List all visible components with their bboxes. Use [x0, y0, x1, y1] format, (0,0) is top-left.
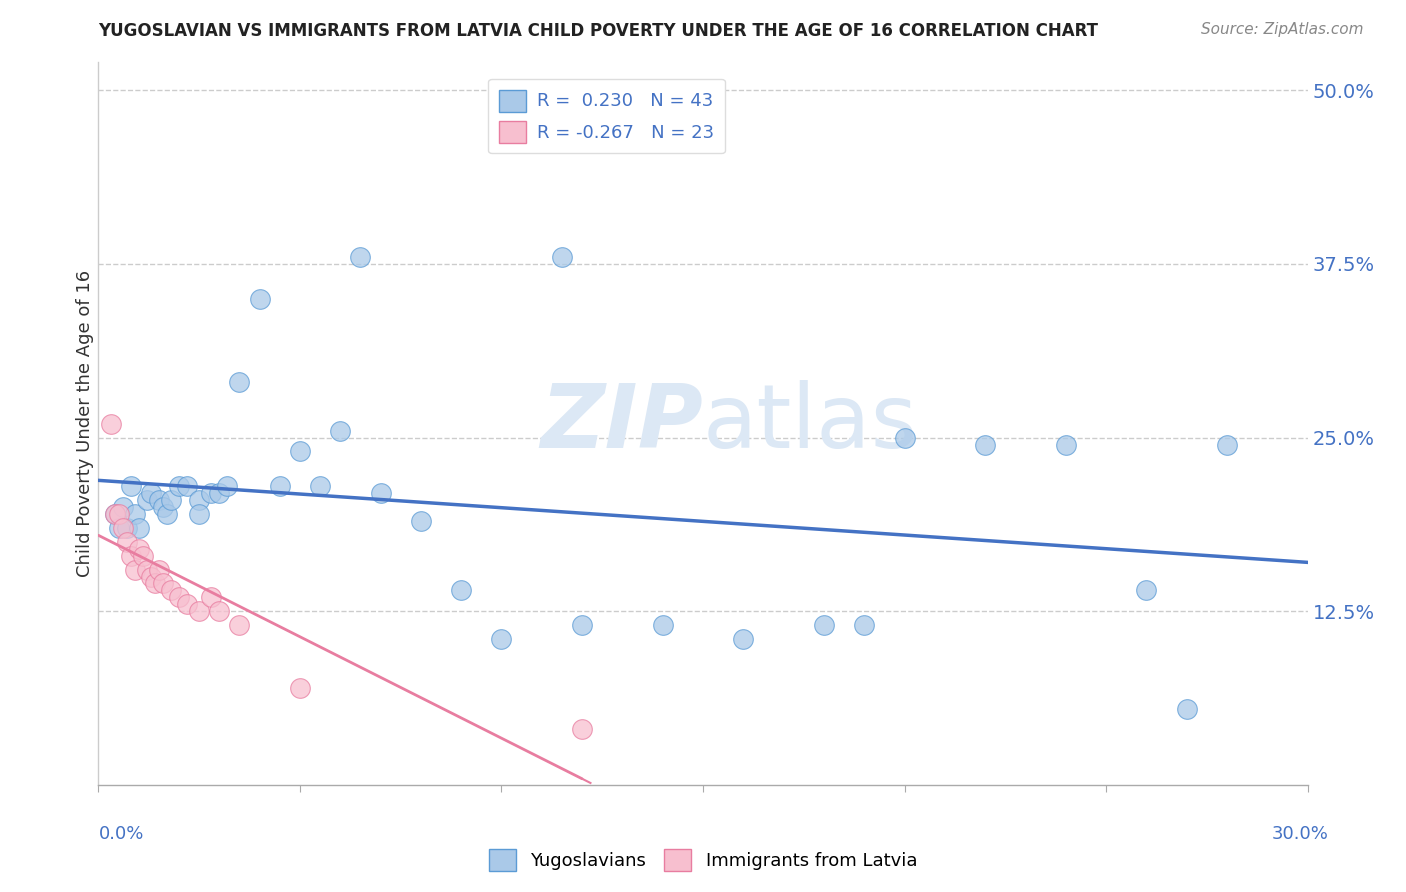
- Point: [111, 521, 134, 535]
- Text: atlas: atlas: [703, 380, 918, 467]
- Point: [208, 486, 231, 500]
- Point: [135, 493, 157, 508]
- Point: [115, 534, 138, 549]
- Point: [269, 479, 291, 493]
- Text: 0.0%: 0.0%: [98, 825, 143, 843]
- Text: 30.0%: 30.0%: [1272, 825, 1329, 843]
- Point: [124, 563, 146, 577]
- Point: [152, 576, 174, 591]
- Point: [491, 632, 513, 646]
- Point: [103, 507, 125, 521]
- Point: [551, 250, 574, 264]
- Point: [152, 500, 174, 514]
- Point: [176, 479, 198, 493]
- Point: [124, 507, 146, 521]
- Text: YUGOSLAVIAN VS IMMIGRANTS FROM LATVIA CHILD POVERTY UNDER THE AGE OF 16 CORRELAT: YUGOSLAVIAN VS IMMIGRANTS FROM LATVIA CH…: [98, 22, 1098, 40]
- Point: [651, 618, 673, 632]
- Point: [188, 604, 211, 618]
- Legend: R =  0.230   N = 43, R = -0.267   N = 23: R = 0.230 N = 43, R = -0.267 N = 23: [488, 78, 724, 153]
- Point: [1175, 701, 1198, 715]
- Point: [111, 500, 134, 514]
- Point: [107, 507, 129, 521]
- Point: [120, 479, 142, 493]
- Text: ZIP: ZIP: [540, 380, 703, 467]
- Point: [974, 437, 997, 451]
- Point: [160, 583, 183, 598]
- Point: [100, 417, 122, 431]
- Point: [188, 493, 211, 508]
- Point: [228, 375, 250, 389]
- Point: [450, 583, 472, 598]
- Point: [200, 591, 222, 605]
- Point: [160, 493, 183, 508]
- Point: [176, 598, 198, 612]
- Point: [148, 563, 170, 577]
- Point: [893, 431, 915, 445]
- Point: [167, 479, 190, 493]
- Point: [1135, 583, 1157, 598]
- Point: [139, 569, 162, 583]
- Point: [733, 632, 755, 646]
- Point: [128, 521, 150, 535]
- Point: [200, 486, 222, 500]
- Point: [228, 618, 250, 632]
- Point: [813, 618, 835, 632]
- Point: [208, 604, 231, 618]
- Point: [167, 591, 190, 605]
- Point: [132, 549, 155, 563]
- Point: [571, 723, 593, 737]
- Point: [188, 507, 211, 521]
- Point: [143, 576, 166, 591]
- Point: [115, 521, 138, 535]
- Point: [156, 507, 179, 521]
- Point: [107, 521, 129, 535]
- Point: [217, 479, 239, 493]
- Y-axis label: Child Poverty Under the Age of 16: Child Poverty Under the Age of 16: [76, 270, 94, 577]
- Text: Source: ZipAtlas.com: Source: ZipAtlas.com: [1201, 22, 1364, 37]
- Point: [571, 618, 593, 632]
- Point: [288, 681, 311, 695]
- Point: [288, 444, 311, 458]
- Legend: Yugoslavians, Immigrants from Latvia: Yugoslavians, Immigrants from Latvia: [481, 842, 925, 879]
- Point: [309, 479, 332, 493]
- Point: [853, 618, 876, 632]
- Point: [370, 486, 392, 500]
- Point: [135, 563, 157, 577]
- Point: [148, 493, 170, 508]
- Point: [128, 541, 150, 556]
- Point: [349, 250, 371, 264]
- Point: [139, 486, 162, 500]
- Point: [329, 424, 352, 438]
- Point: [1216, 437, 1239, 451]
- Point: [409, 514, 432, 528]
- Point: [249, 292, 271, 306]
- Point: [120, 549, 142, 563]
- Point: [1054, 437, 1077, 451]
- Point: [103, 507, 125, 521]
